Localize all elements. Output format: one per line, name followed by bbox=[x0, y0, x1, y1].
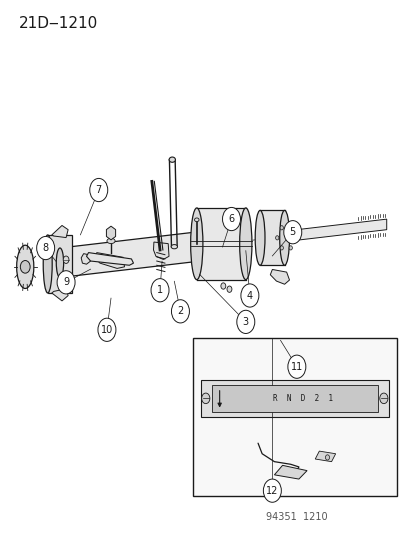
Circle shape bbox=[226, 286, 231, 292]
Circle shape bbox=[37, 237, 55, 260]
Circle shape bbox=[283, 221, 301, 244]
Polygon shape bbox=[270, 270, 289, 284]
Circle shape bbox=[90, 179, 107, 201]
Bar bbox=[200, 380, 388, 417]
Polygon shape bbox=[81, 254, 90, 264]
Ellipse shape bbox=[43, 235, 52, 293]
Circle shape bbox=[240, 284, 258, 307]
Ellipse shape bbox=[171, 245, 177, 249]
Text: 4: 4 bbox=[246, 290, 252, 301]
Circle shape bbox=[20, 261, 30, 273]
Text: 21D‒1210: 21D‒1210 bbox=[19, 16, 98, 31]
Polygon shape bbox=[153, 242, 169, 260]
Polygon shape bbox=[274, 465, 306, 479]
Circle shape bbox=[288, 246, 292, 250]
Polygon shape bbox=[196, 208, 245, 280]
Text: 5: 5 bbox=[289, 227, 295, 237]
Ellipse shape bbox=[254, 211, 264, 265]
Polygon shape bbox=[60, 231, 206, 278]
Circle shape bbox=[325, 455, 329, 460]
Ellipse shape bbox=[194, 218, 199, 222]
Circle shape bbox=[293, 236, 296, 240]
Ellipse shape bbox=[190, 208, 202, 280]
Circle shape bbox=[236, 310, 254, 334]
Circle shape bbox=[280, 246, 282, 250]
Ellipse shape bbox=[17, 245, 34, 288]
Polygon shape bbox=[196, 238, 206, 255]
Polygon shape bbox=[287, 219, 386, 241]
Text: 1: 1 bbox=[157, 285, 163, 295]
Polygon shape bbox=[52, 289, 68, 301]
Circle shape bbox=[263, 479, 281, 502]
Text: 12: 12 bbox=[266, 486, 278, 496]
Circle shape bbox=[288, 225, 292, 230]
Text: 8: 8 bbox=[43, 243, 49, 253]
Circle shape bbox=[280, 225, 282, 230]
Polygon shape bbox=[86, 253, 133, 265]
Text: 3: 3 bbox=[242, 317, 248, 327]
Circle shape bbox=[151, 279, 169, 302]
Circle shape bbox=[171, 300, 189, 323]
Text: R  N  D  2  1: R N D 2 1 bbox=[273, 394, 332, 403]
Circle shape bbox=[98, 318, 116, 342]
Bar bbox=[192, 338, 396, 496]
Polygon shape bbox=[52, 225, 68, 238]
Text: 9: 9 bbox=[63, 277, 69, 287]
Circle shape bbox=[275, 236, 278, 240]
Text: 7: 7 bbox=[95, 185, 102, 195]
Polygon shape bbox=[47, 235, 72, 293]
Text: 10: 10 bbox=[100, 325, 113, 335]
Ellipse shape bbox=[169, 157, 175, 163]
Ellipse shape bbox=[107, 238, 115, 244]
Ellipse shape bbox=[279, 211, 289, 265]
Circle shape bbox=[287, 355, 305, 378]
Circle shape bbox=[221, 283, 225, 289]
Ellipse shape bbox=[56, 248, 64, 278]
Circle shape bbox=[201, 393, 209, 403]
Circle shape bbox=[57, 271, 75, 294]
Polygon shape bbox=[96, 253, 124, 269]
Text: 2: 2 bbox=[177, 306, 183, 316]
Polygon shape bbox=[314, 451, 335, 462]
Circle shape bbox=[222, 207, 240, 231]
Polygon shape bbox=[259, 211, 284, 265]
Circle shape bbox=[63, 256, 69, 263]
Bar bbox=[212, 385, 377, 411]
Circle shape bbox=[379, 393, 387, 403]
Text: 11: 11 bbox=[290, 362, 302, 372]
Text: 94351  1210: 94351 1210 bbox=[266, 512, 327, 522]
Ellipse shape bbox=[239, 208, 252, 280]
Text: 6: 6 bbox=[228, 214, 234, 224]
Polygon shape bbox=[106, 226, 115, 240]
